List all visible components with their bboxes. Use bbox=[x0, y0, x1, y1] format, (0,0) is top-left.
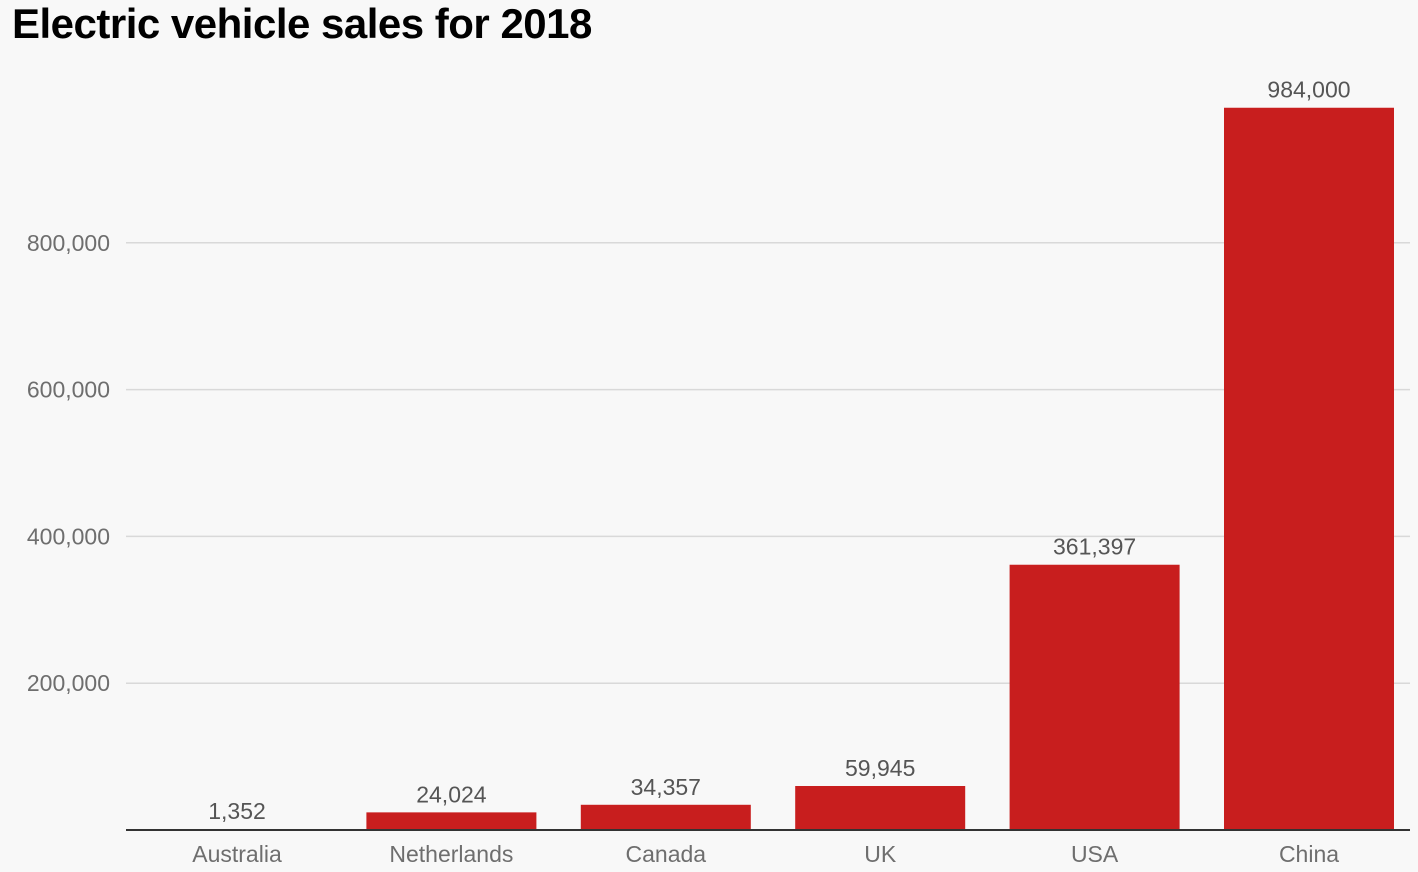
gridlines bbox=[126, 242, 1410, 684]
x-tick-label: Netherlands bbox=[389, 841, 513, 867]
data-label: 1,352 bbox=[208, 798, 266, 824]
bar-uk bbox=[795, 786, 966, 830]
y-tick-label: 800,000 bbox=[27, 230, 110, 256]
data-label: 24,024 bbox=[416, 781, 487, 807]
x-tick-label: China bbox=[1279, 841, 1339, 867]
bar-china bbox=[1224, 107, 1394, 830]
data-label: 59,945 bbox=[845, 755, 915, 781]
data-labels: 1,352 24,024 34,357 59,945 361,397 984,000 bbox=[208, 77, 1350, 824]
y-axis-ticks: 200,000 400,000 600,000 800,000 bbox=[27, 230, 110, 696]
y-tick-label: 400,000 bbox=[27, 523, 110, 549]
data-label: 361,397 bbox=[1053, 534, 1136, 560]
x-axis-categories: Australia Netherlands Canada UK USA China bbox=[192, 841, 1339, 867]
bars bbox=[152, 107, 1394, 830]
y-tick-label: 200,000 bbox=[27, 670, 110, 696]
chart-title: Electric vehicle sales for 2018 bbox=[12, 0, 592, 47]
x-tick-label: Canada bbox=[626, 841, 707, 867]
x-tick-label: Australia bbox=[192, 841, 282, 867]
x-tick-label: UK bbox=[864, 841, 897, 867]
bar-netherlands bbox=[366, 812, 537, 830]
data-label: 984,000 bbox=[1267, 77, 1350, 103]
x-tick-label: USA bbox=[1071, 841, 1119, 867]
bar-usa bbox=[1009, 564, 1180, 830]
bar-canada bbox=[580, 804, 751, 830]
data-label: 34,357 bbox=[631, 774, 701, 800]
y-tick-label: 600,000 bbox=[27, 377, 110, 403]
